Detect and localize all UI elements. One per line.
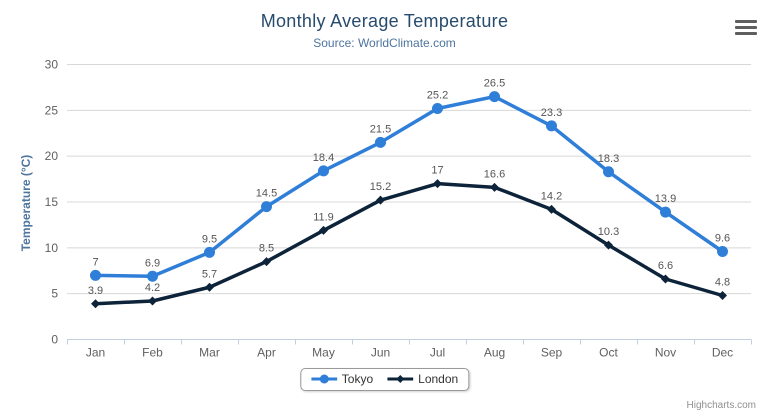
data-label: 6.6 [658,260,673,272]
data-point-london[interactable] [91,299,100,309]
data-point-tokyo[interactable] [318,165,329,177]
data-point-tokyo[interactable] [90,269,101,281]
series-line-london[interactable] [93,181,725,306]
data-label: 23.3 [541,107,562,119]
data-point-london[interactable] [604,240,613,250]
y-axis-tick-label: 0 [51,333,58,347]
x-axis-tick-label: Sep [541,346,563,360]
data-point-london[interactable] [661,274,670,284]
data-label: 14.2 [541,190,562,202]
data-label: 9.5 [202,233,217,245]
x-axis-tick-label: May [312,346,335,360]
data-label: 4.8 [715,277,730,289]
data-point-london[interactable] [547,204,556,214]
data-label: 13.9 [655,193,676,205]
chart-subtitle: Source: WorldClimate.com [313,36,456,50]
y-axis-tick-label: 25 [45,103,59,117]
data-point-tokyo[interactable] [147,270,158,282]
data-label: 11.9 [313,211,334,223]
x-axis-tick-label: Dec [712,346,733,360]
data-label: 17 [431,165,443,177]
data-label: 18.3 [598,153,619,165]
legend-item-london[interactable]: London [387,372,458,386]
y-axis-tick-label: 5 [51,287,58,301]
data-point-tokyo[interactable] [717,246,728,257]
data-point-tokyo[interactable] [546,120,557,132]
data-label: 26.5 [484,78,505,90]
data-point-tokyo[interactable] [432,103,443,114]
data-label: 3.9 [88,285,103,297]
data-point-tokyo[interactable] [660,206,671,218]
data-label: 6.9 [145,257,160,269]
chart-title: Monthly Average Temperature [260,11,509,31]
credits-link[interactable]: Highcharts.com [686,400,756,411]
data-point-london[interactable] [262,257,271,267]
data-label: 25.2 [427,90,448,102]
data-point-london[interactable] [148,296,157,306]
legend-marker-diamond-icon [387,375,414,383]
data-point-london[interactable] [433,179,442,189]
legend-label: London [418,372,459,386]
export-menu-button[interactable] [734,17,758,37]
data-label: 7 [92,256,98,268]
data-label: 5.7 [202,268,217,280]
x-axis-tick-label: Jan [86,346,105,360]
series-line-tokyo[interactable] [93,94,725,278]
legend-label: Tokyo [341,372,374,386]
data-label: 8.5 [259,243,274,255]
data-label: 21.5 [370,123,391,135]
data-label: 9.6 [715,233,730,245]
data-point-tokyo[interactable] [204,246,215,258]
data-point-london[interactable] [205,282,214,292]
data-point-tokyo[interactable] [375,136,386,148]
data-point-london[interactable] [490,182,499,192]
data-point-tokyo[interactable] [603,166,614,178]
data-label: 18.4 [313,152,334,164]
x-axis-tick-label: Oct [599,346,618,360]
data-label: 10.3 [598,226,619,238]
y-axis-tick-label: 15 [45,195,59,209]
data-point-tokyo[interactable] [261,201,272,213]
data-label: 14.5 [256,188,277,200]
data-point-tokyo[interactable] [489,91,500,103]
y-axis-tick-label: 20 [45,149,59,163]
data-point-london[interactable] [718,291,727,300]
x-axis-tick-label: Nov [655,346,676,360]
x-axis-tick-label: Jul [430,346,445,360]
x-axis-tick-label: Jun [371,346,390,360]
legend-marker-circle-icon [310,374,337,384]
x-axis-tick-label: Apr [257,346,276,360]
x-axis-tick-label: Mar [199,346,220,360]
y-axis-tick-label: 30 [45,58,59,72]
y-axis-tick-label: 10 [45,241,59,255]
x-axis-tick-label: Feb [142,346,163,360]
data-label: 15.2 [370,181,391,193]
data-point-london[interactable] [319,225,328,235]
data-label: 4.2 [145,282,160,294]
data-point-london[interactable] [376,195,385,205]
x-axis-tick-label: Aug [484,346,505,360]
legend-item-tokyo[interactable]: Tokyo [310,372,374,386]
legend: Tokyo London [299,368,470,391]
data-label: 16.6 [484,168,505,180]
